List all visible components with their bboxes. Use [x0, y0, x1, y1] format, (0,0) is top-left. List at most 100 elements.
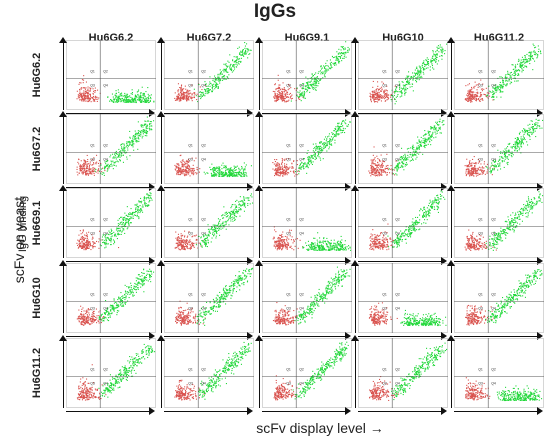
x-axis-arrow [164, 257, 253, 265]
quadrant-label: Q2 [491, 144, 496, 148]
quadrant-label: Q3 [90, 158, 95, 162]
quadrant-label: Q2 [491, 368, 496, 372]
quadrant-label: Q2 [491, 293, 496, 297]
column-label: Hu6G10 [382, 32, 424, 44]
quadrant-label: Q3 [188, 232, 193, 236]
quadrant-label: Q1 [90, 293, 95, 297]
quadrant-label: Q1 [382, 144, 387, 148]
quadrant-label: Q1 [90, 218, 95, 222]
quadrant-label: Q1 [90, 368, 95, 372]
facs-plot: Q1 Q2 Q3 Q4 [454, 338, 544, 408]
plot-frame [164, 263, 254, 333]
plot-frame [164, 114, 254, 184]
x-axis-arrow [358, 183, 447, 191]
quadrant-label: Q2 [395, 144, 400, 148]
x-axis-arrow [262, 183, 351, 191]
quadrant-label: Q1 [478, 70, 483, 74]
quadrant-label: Q1 [382, 218, 387, 222]
x-axis-arrow [164, 109, 253, 117]
facs-plot: Q1 Q2 Q3 Q4 [66, 114, 156, 184]
plot-frame [66, 263, 156, 333]
quadrant-label: Q1 [286, 368, 291, 372]
y-axis-arrow [255, 260, 263, 333]
quadrant-label: Q3 [478, 307, 483, 311]
plot-frame [454, 188, 544, 258]
quadrant-label: Q3 [90, 84, 95, 88]
facs-plot: Q1 Q2 Q3 Q4 [358, 188, 448, 258]
quadrant-label: Q2 [299, 70, 304, 74]
x-axis-arrow [454, 407, 543, 415]
y-axis-arrow [59, 111, 67, 184]
y-axis-arrow [447, 37, 455, 110]
x-axis-arrow [358, 109, 447, 117]
x-axis-arrow [66, 407, 155, 415]
y-axis-arrow [255, 185, 263, 258]
plot-frame [66, 188, 156, 258]
figure-title: IgGs [253, 1, 297, 22]
x-axis-arrow [358, 257, 447, 265]
y-axis-arrow [157, 260, 165, 333]
plot-frame [262, 338, 352, 408]
y-axis-arrow [157, 37, 165, 110]
column-label: Hu6G9.1 [284, 32, 330, 44]
facs-plot: Q1 Q2 Q3 Q4 [164, 263, 254, 333]
plot-frame [358, 40, 448, 110]
x-axis-arrow [454, 109, 543, 117]
y-axis-arrow [351, 37, 359, 110]
x-axis-arrow [262, 407, 351, 415]
quadrant-label: Q4 [201, 382, 206, 386]
quadrant-label: Q4 [201, 232, 206, 236]
facs-plot: Q1 Q2 Q3 Q4 [164, 188, 254, 258]
row-label: Hu6G11.2 [31, 347, 43, 399]
quadrant-label: Q2 [395, 70, 400, 74]
plot-frame [358, 114, 448, 184]
quadrant-label: Q2 [103, 293, 108, 297]
y-axis-arrow [59, 260, 67, 333]
facs-plot: Q1 Q2 Q3 Q4 [66, 40, 156, 110]
y-axis-arrow [255, 111, 263, 184]
facs-plot: Q1 Q2 Q3 Q4 [164, 338, 254, 408]
quadrant-label: Q4 [201, 307, 206, 311]
y-axis-arrow [351, 335, 359, 408]
quadrant-label: Q3 [382, 84, 387, 88]
quadrant-label: Q2 [299, 144, 304, 148]
quadrant-label: Q4 [103, 307, 108, 311]
quadrant-label: Q1 [90, 70, 95, 74]
facs-plot: Q1 Q2 Q3 Q4 [358, 263, 448, 333]
quadrant-label: Q3 [286, 232, 291, 236]
quadrant-label: Q1 [188, 368, 193, 372]
facs-plot: Q1 Q2 Q3 Q4 [454, 114, 544, 184]
quadrant-label: Q2 [103, 70, 108, 74]
quadrant-label: Q3 [286, 307, 291, 311]
column-label: Hu6G6.2 [88, 32, 134, 44]
facs-plot: Q1 Q2 Q3 Q4 [454, 40, 544, 110]
quadrant-label: Q3 [478, 232, 483, 236]
facs-plot: Q1 Q2 Q3 Q4 [66, 338, 156, 408]
plot-frame [66, 114, 156, 184]
quadrant-label: Q4 [491, 307, 496, 311]
quadrant-label: Q2 [103, 218, 108, 222]
quadrant-label: Q2 [395, 368, 400, 372]
quadrant-label: Q3 [478, 84, 483, 88]
row-label: Hu6G10 [31, 277, 43, 319]
plot-frame [454, 263, 544, 333]
quadrant-label: Q3 [188, 307, 193, 311]
quadrant-label: Q3 [286, 382, 291, 386]
facs-plot: Q1 Q2 Q3 Q4 [454, 188, 544, 258]
x-axis-arrow [454, 257, 543, 265]
y-axis-arrow [59, 185, 67, 258]
facs-plot: Q1 Q2 Q3 Q4 [262, 338, 352, 408]
x-axis-arrow [66, 109, 155, 117]
y-axis-arrow [447, 185, 455, 258]
x-axis-arrow [454, 332, 543, 340]
plot-frame [262, 263, 352, 333]
facs-plot: Q1 Q2 Q3 Q4 [66, 263, 156, 333]
quadrant-label: Q3 [382, 158, 387, 162]
y-axis-arrow [351, 111, 359, 184]
quadrant-label: Q4 [491, 232, 496, 236]
quadrant-label: Q1 [478, 144, 483, 148]
plot-frame [454, 338, 544, 408]
plot-frame [358, 188, 448, 258]
facs-plot: Q1 Q2 Q3 Q4 [66, 188, 156, 258]
quadrant-label: Q4 [491, 382, 496, 386]
